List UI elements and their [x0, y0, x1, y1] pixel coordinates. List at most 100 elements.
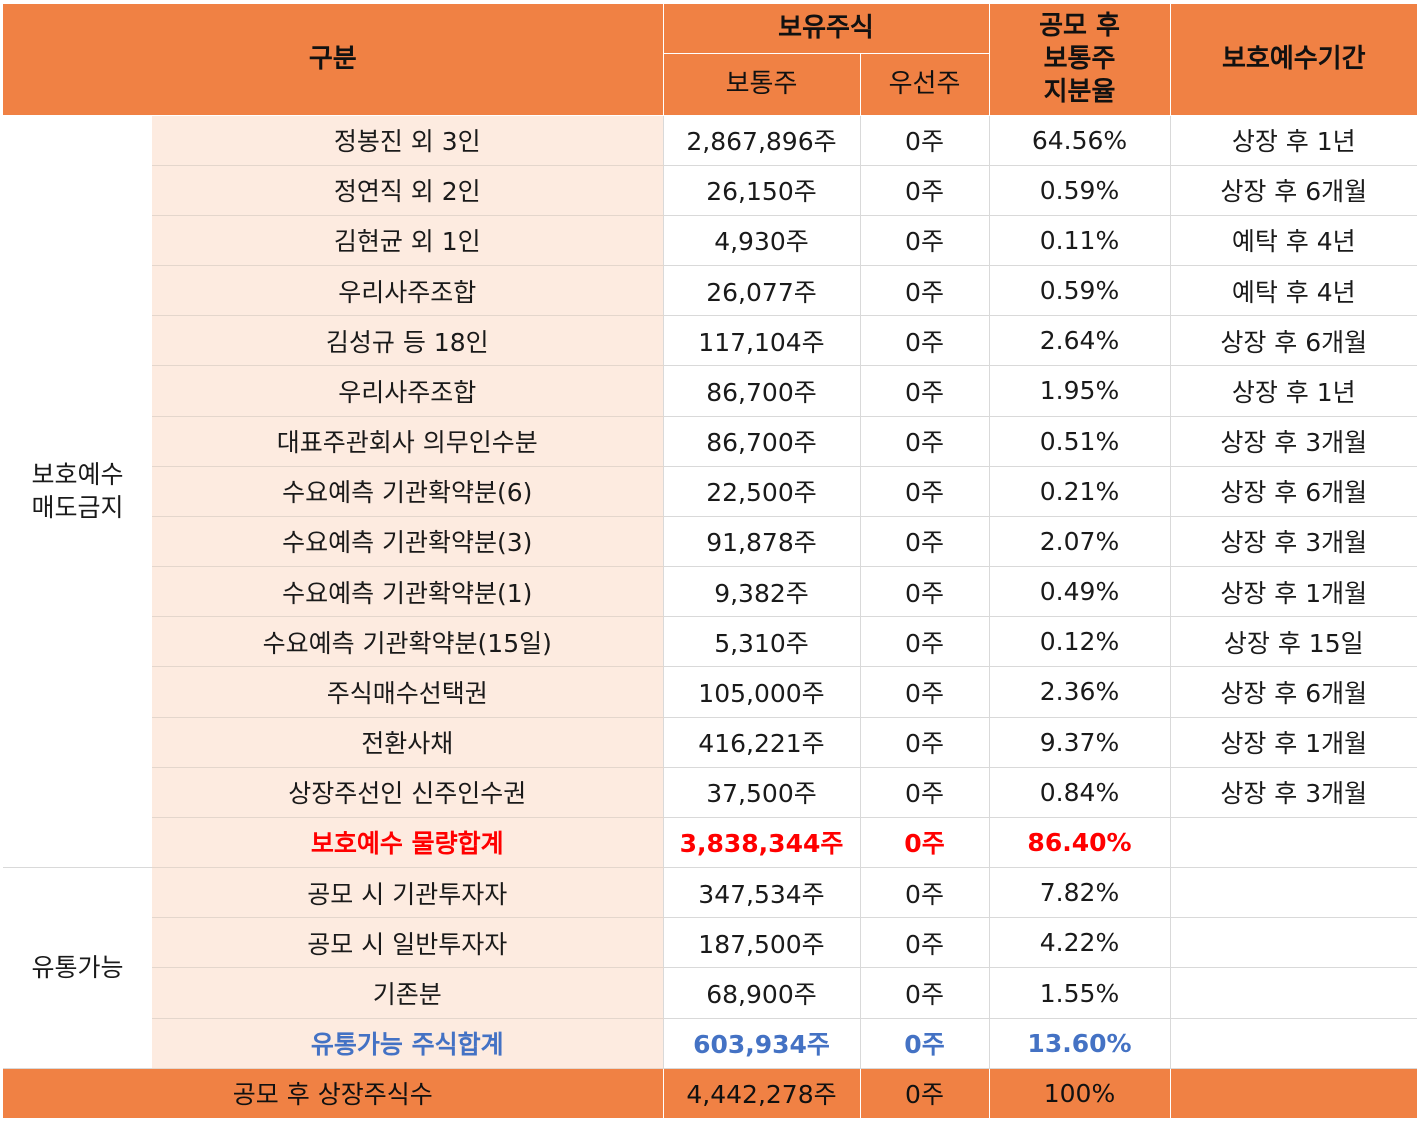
- row-ratio: 0.59%: [988, 265, 1170, 317]
- row-ratio: 1.55%: [988, 967, 1170, 1019]
- row-name: 정연직 외 2인: [152, 165, 663, 216]
- tradable-total-row: 유통가능 주식합계 603,934주 0주 13.60%: [3, 1018, 1417, 1069]
- table-row: 우리사주조합 26,077주 0주 0.59% 예탁 후 4년: [3, 265, 1417, 317]
- row-preferred: 0주: [859, 365, 989, 417]
- row-preferred: 0주: [859, 867, 989, 919]
- total-common: 3,838,344주: [662, 817, 860, 869]
- row-preferred: 0주: [859, 215, 989, 267]
- row-name: 전환사채: [152, 717, 663, 768]
- group-locked-line2: 매도금지: [31, 493, 124, 523]
- row-period: 상장 후 6개월: [1169, 466, 1417, 517]
- row-period: [1169, 867, 1417, 919]
- footer-preferred: 0주: [859, 1068, 989, 1118]
- row-period: 상장 후 1개월: [1169, 717, 1417, 768]
- row-preferred: 0주: [859, 767, 989, 818]
- row-ratio: 9.37%: [988, 717, 1170, 768]
- header-ratio-line2: 보통주: [1043, 43, 1116, 74]
- row-ratio: 0.51%: [988, 416, 1170, 467]
- total-common: 603,934주: [662, 1018, 860, 1069]
- row-preferred: 0주: [859, 315, 989, 367]
- row-common: 5,310주: [662, 616, 860, 668]
- row-name: 정봉진 외 3인: [152, 115, 663, 166]
- total-preferred: 0주: [859, 817, 989, 869]
- table-row: 수요예측 기관확약분(6) 22,500주 0주 0.21% 상장 후 6개월: [3, 466, 1417, 517]
- row-ratio: 1.95%: [988, 365, 1170, 417]
- table-row: 정연직 외 2인 26,150주 0주 0.59% 상장 후 6개월: [3, 165, 1417, 216]
- row-common: 26,150주: [662, 165, 860, 216]
- row-name: 수요예측 기관확약분(3): [152, 516, 663, 568]
- row-period: [1169, 917, 1417, 969]
- row-name: 상장주선인 신주인수권: [152, 767, 663, 818]
- total-period: [1169, 1018, 1417, 1069]
- row-common: 347,534주: [662, 867, 860, 919]
- header-common: 보통주: [663, 53, 861, 116]
- row-ratio: 4.22%: [988, 917, 1170, 969]
- row-name: 공모 시 기관투자자: [152, 867, 663, 919]
- table-row: 상장주선인 신주인수권 37,500주 0주 0.84% 상장 후 3개월: [3, 767, 1417, 818]
- row-period: 상장 후 6개월: [1169, 165, 1417, 216]
- row-common: 22,500주: [662, 466, 860, 517]
- header-ratio-line3: 지분율: [1043, 76, 1116, 107]
- row-name: 공모 시 일반투자자: [152, 917, 663, 969]
- footer-common: 4,442,278주: [662, 1068, 860, 1118]
- row-ratio: 2.64%: [988, 315, 1170, 367]
- row-common: 416,221주: [662, 717, 860, 768]
- row-period: 상장 후 3개월: [1169, 767, 1417, 818]
- header-category: 구분: [3, 4, 664, 116]
- lockup-table: 구분 보유주식 공모 후 보통주 지분율 보호예수기간 보통주 우선주 보호예수…: [3, 4, 1417, 1118]
- row-preferred: 0주: [859, 466, 989, 517]
- table-row: 주식매수선택권 105,000주 0주 2.36% 상장 후 6개월: [3, 666, 1417, 718]
- row-preferred: 0주: [859, 566, 989, 618]
- row-period: 상장 후 6개월: [1169, 315, 1417, 367]
- total-name: 보호예수 물량합계: [152, 817, 663, 869]
- row-common: 9,382주: [662, 566, 860, 618]
- row-preferred: 0주: [859, 165, 989, 216]
- table-row: 수요예측 기관확약분(1) 9,382주 0주 0.49% 상장 후 1개월: [3, 566, 1417, 618]
- row-ratio: 0.12%: [988, 616, 1170, 668]
- table-row: 전환사채 416,221주 0주 9.37% 상장 후 1개월: [3, 717, 1417, 768]
- table-row: 공모 시 일반투자자 187,500주 0주 4.22%: [3, 917, 1417, 969]
- footer-period: [1169, 1068, 1417, 1118]
- row-ratio: 0.11%: [988, 215, 1170, 267]
- row-ratio: 2.36%: [988, 666, 1170, 718]
- row-ratio: 0.59%: [988, 165, 1170, 216]
- row-preferred: 0주: [859, 616, 989, 668]
- group-locked-line1: 보호예수: [31, 460, 124, 490]
- total-ratio: 86.40%: [988, 817, 1170, 869]
- table-row: 유통가능 공모 시 기관투자자 347,534주 0주 7.82%: [3, 867, 1417, 1069]
- table-body: 보호예수 매도금지 정봉진 외 3인 2,867,896주 0주 64.56% …: [3, 115, 1417, 1118]
- row-common: 86,700주: [662, 416, 860, 467]
- header-lockup-period: 보호예수기간: [1170, 4, 1417, 116]
- total-name: 유통가능 주식합계: [152, 1018, 663, 1069]
- row-name: 김현균 외 1인: [152, 215, 663, 267]
- group-locked: 보호예수 매도금지: [3, 115, 152, 869]
- row-period: 상장 후 6개월: [1169, 666, 1417, 718]
- row-preferred: 0주: [859, 265, 989, 317]
- total-preferred: 0주: [859, 1018, 989, 1069]
- row-preferred: 0주: [859, 917, 989, 969]
- row-common: 37,500주: [662, 767, 860, 818]
- footer-name: 공모 후 상장주식수: [3, 1068, 663, 1118]
- row-preferred: 0주: [859, 717, 989, 768]
- header-holdings: 보유주식: [663, 4, 990, 54]
- table-header: 구분 보유주식 공모 후 보통주 지분율 보호예수기간 보통주 우선주: [3, 4, 1417, 116]
- row-name: 김성규 등 18인: [152, 315, 663, 367]
- row-name: 수요예측 기관확약분(1): [152, 566, 663, 618]
- row-ratio: 0.21%: [988, 466, 1170, 517]
- row-period: 상장 후 3개월: [1169, 516, 1417, 568]
- listed-shares-row: 공모 후 상장주식수 4,442,278주 0주 100%: [3, 1068, 1417, 1118]
- row-ratio: 0.49%: [988, 566, 1170, 618]
- row-preferred: 0주: [859, 416, 989, 467]
- group-tradable: 유통가능: [3, 867, 152, 1069]
- row-period: 상장 후 15일: [1169, 616, 1417, 668]
- table-row: 우리사주조합 86,700주 0주 1.95% 상장 후 1년: [3, 365, 1417, 417]
- row-common: 187,500주: [662, 917, 860, 969]
- row-ratio: 0.84%: [988, 767, 1170, 818]
- row-name: 수요예측 기관확약분(6): [152, 466, 663, 517]
- row-period: 상장 후 1년: [1169, 365, 1417, 417]
- row-name: 기존분: [152, 967, 663, 1019]
- row-ratio: 2.07%: [988, 516, 1170, 568]
- row-preferred: 0주: [859, 967, 989, 1019]
- row-period: 예탁 후 4년: [1169, 215, 1417, 267]
- row-common: 68,900주: [662, 967, 860, 1019]
